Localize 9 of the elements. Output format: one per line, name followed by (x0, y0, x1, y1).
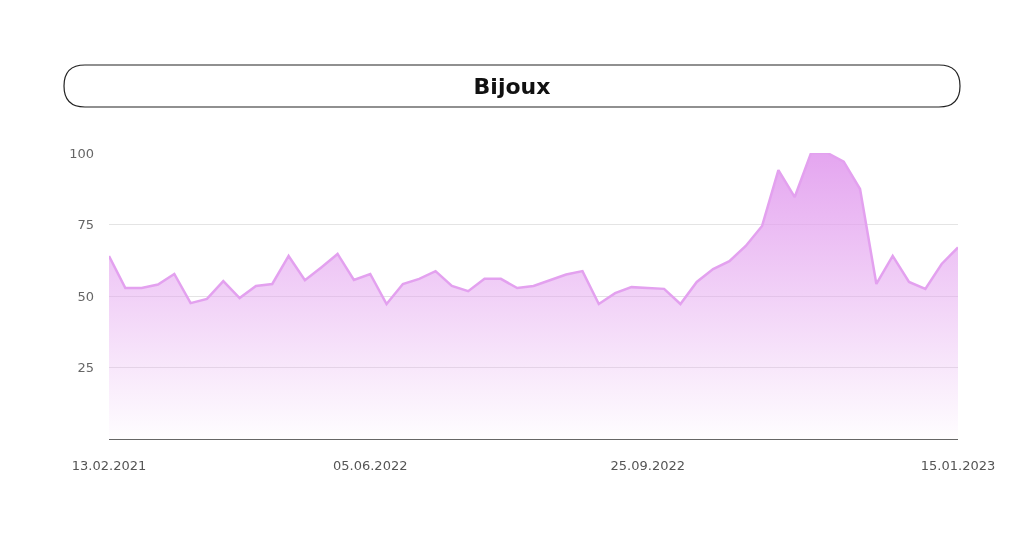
x-tick-label: 15.01.2023 (920, 457, 996, 473)
y-tick-label: 50 (77, 288, 94, 304)
x-tick-label: 13.02.2021 (71, 457, 147, 473)
chart-title: Bijoux (473, 73, 551, 99)
x-tick-label: 05.06.2022 (333, 457, 408, 473)
y-tick-label: 75 (77, 217, 94, 233)
x-tick-label: 25.09.2022 (610, 457, 686, 473)
y-tick-label: 100 (69, 145, 94, 161)
y-tick-label: 25 (77, 360, 94, 376)
